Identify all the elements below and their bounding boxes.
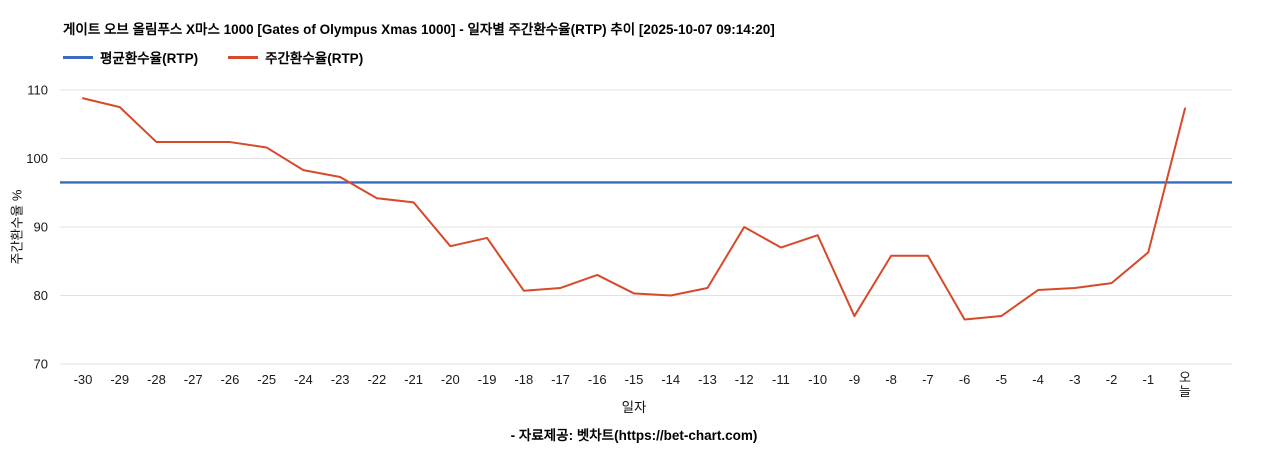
x-tick-label: -9 [849,372,861,387]
x-tick-label: -18 [514,372,533,387]
x-tick-label: -16 [588,372,607,387]
y-axis-title: 주간환수율 % [9,189,25,265]
x-tick-label: -2 [1106,372,1118,387]
x-tick-label: -23 [331,372,350,387]
legend-label: 평균환수율(RTP) [100,51,199,66]
x-tick-label: -1 [1142,372,1154,387]
y-tick-label: 70 [34,357,48,372]
x-tick-label: -26 [221,372,240,387]
x-tick-label: -4 [1032,372,1044,387]
x-tick-label: -30 [74,372,93,387]
x-tick-label: -29 [110,372,129,387]
x-tick-label: -28 [147,372,166,387]
x-tick-label: -20 [441,372,460,387]
x-tick-label: -11 [772,372,790,387]
source-credit: - 자료제공: 벳차트(https://bet-chart.com) [510,428,758,443]
x-tick-label: -3 [1069,372,1081,387]
x-tick-label: -14 [661,372,680,387]
x-tick-label: -17 [551,372,570,387]
x-tick-label: -8 [885,372,897,387]
x-tick-label: -24 [294,372,313,387]
legend-item-average-rtp[interactable]: 평균환수율(RTP) [63,47,198,67]
x-axis-title: 일자 [621,400,647,415]
x-tick-label: -22 [367,372,386,387]
x-tick-label: -25 [257,372,276,387]
legend-line-swatch [63,55,93,59]
x-tick-label: -27 [184,372,203,387]
y-tick-label: 110 [27,83,48,98]
x-tick-label: -10 [808,372,827,387]
y-tick-label: 100 [26,151,48,166]
x-tick-label: -21 [404,372,423,387]
x-tick-label: -15 [625,372,644,387]
x-tick-label: -19 [478,372,497,387]
legend-item-weekly-rtp[interactable]: 주간환수율(RTP) [228,47,363,67]
legend-label: 주간환수율(RTP) [265,51,364,66]
chart-legend: 평균환수율(RTP) 주간환수율(RTP) [63,47,363,67]
weekly-rtp-line[interactable] [82,97,1186,321]
x-tick-label: -7 [922,372,934,387]
y-tick-label: 90 [34,220,48,235]
x-tick-label: -6 [959,372,971,387]
y-tick-label: 80 [34,288,48,303]
x-tick-label: -5 [996,372,1008,387]
x-tick-label: -13 [698,372,717,387]
chart-title: 게이트 오브 올림푸스 X마스 1000 [Gates of Olympus X… [63,22,775,37]
legend-line-swatch [228,55,259,59]
x-tick-label: -12 [735,372,754,387]
